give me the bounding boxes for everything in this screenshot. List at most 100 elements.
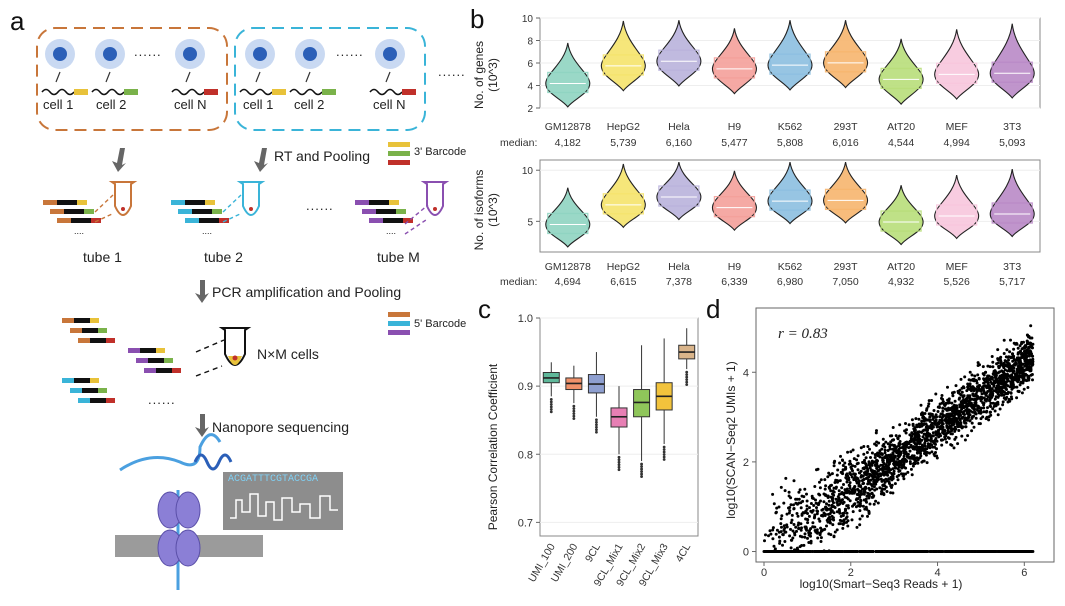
- category-label: HepG2: [607, 261, 640, 273]
- scatter-point: [963, 550, 967, 553]
- scatter-point: [795, 550, 799, 553]
- scatter-point: [968, 419, 972, 423]
- scatter-point: [936, 429, 940, 433]
- scatter-point: [868, 488, 872, 492]
- scatter-point: [905, 445, 908, 449]
- scatter-point: [984, 370, 987, 374]
- category-label: 4CL: [673, 541, 693, 564]
- scatter-point: [838, 511, 842, 515]
- scatter-point: [949, 443, 953, 447]
- scatter-point: [896, 467, 900, 471]
- scatter-point: [975, 381, 979, 385]
- scatter-point: [974, 393, 978, 397]
- scatter-point: [837, 499, 841, 503]
- outlier: [685, 370, 689, 374]
- scatter-point: [934, 550, 938, 553]
- scatter-point: [973, 374, 977, 378]
- scatter-point: [924, 434, 928, 438]
- violin-mef: [934, 174, 980, 240]
- outlier: [662, 445, 666, 449]
- scatter-point: [811, 521, 815, 525]
- scatter-point: [839, 454, 842, 458]
- scatter-point: [917, 457, 920, 461]
- median-value: 7,378: [666, 276, 692, 288]
- scatter-chart: 0 2 4 6 0 2 4: [743, 307, 1055, 579]
- scatter-point: [823, 514, 827, 517]
- scatter-point: [792, 503, 795, 507]
- violin-box: [769, 189, 811, 211]
- scatter-point: [791, 550, 795, 553]
- scatter-point: [912, 462, 915, 466]
- outlier: [662, 455, 666, 459]
- scatter-point: [876, 454, 880, 457]
- ellipsis: ......: [148, 392, 176, 407]
- scatter-point: [895, 445, 898, 449]
- scatter-point: [1023, 346, 1027, 350]
- scatter-point: [969, 378, 973, 382]
- scatter-point: [814, 550, 818, 553]
- scatter-point: [792, 523, 796, 526]
- scatter-point: [990, 387, 994, 391]
- scatter-point: [940, 416, 944, 420]
- x-tick-label: 2: [848, 567, 854, 579]
- scatter-point: [951, 405, 955, 409]
- outlier: [662, 448, 666, 451]
- scatter-point: [831, 523, 835, 527]
- scatter-point: [935, 456, 939, 460]
- scatter-point: [947, 422, 951, 425]
- scatter-point: [887, 453, 890, 457]
- scatter-point: [915, 435, 919, 439]
- scatter-point: [1026, 359, 1030, 363]
- scatter-point: [874, 471, 878, 475]
- scatter-point: [769, 532, 773, 536]
- scatter-point: [878, 486, 882, 490]
- scatter-point: [966, 416, 970, 420]
- outlier: [595, 418, 598, 422]
- scatter-point: [824, 484, 828, 488]
- scatter-point: [819, 540, 823, 543]
- scatter-point: [841, 501, 845, 505]
- scatter-point: [836, 468, 840, 472]
- scatter-point: [829, 489, 833, 493]
- scatter-point: [872, 502, 876, 506]
- scatter-point: [902, 477, 906, 481]
- scatter-point: [953, 399, 957, 403]
- scatter-point: [955, 550, 959, 553]
- scatter-point: [881, 468, 885, 472]
- scatter-point: [861, 461, 865, 464]
- scatter-point: [862, 467, 866, 471]
- outlier: [595, 425, 598, 429]
- scatter-point: [835, 501, 839, 504]
- scatter-point: [911, 464, 915, 468]
- scatter-point: [852, 478, 856, 482]
- scatter-point: [929, 436, 933, 440]
- scatter-point: [959, 393, 963, 397]
- scatter-point: [865, 472, 869, 476]
- scatter-point: [984, 410, 988, 414]
- scatter-point: [790, 518, 794, 522]
- scatter-point: [836, 480, 839, 484]
- scatter-point: [1003, 359, 1007, 363]
- scatter-point: [880, 473, 884, 476]
- scatter-point: [779, 485, 783, 489]
- scatter-point: [790, 513, 794, 517]
- scatter-point: [830, 503, 834, 507]
- scatter-point: [927, 399, 931, 403]
- scatter-point: [974, 387, 978, 391]
- scatter-point: [943, 428, 946, 432]
- scatter-point: [897, 473, 901, 477]
- scatter-point: [1001, 403, 1005, 407]
- scatter-point: [1012, 341, 1016, 345]
- ellipsis: ......: [336, 44, 364, 59]
- scatter-point: [920, 419, 924, 423]
- scatter-point: [843, 461, 847, 465]
- ellipsis: ......: [438, 64, 466, 79]
- scatter-point: [968, 398, 972, 402]
- scatter-point: [816, 502, 820, 506]
- scatter-point: [1012, 354, 1016, 358]
- scatter-point: [974, 401, 978, 405]
- scatter-point: [809, 502, 813, 505]
- scatter-point: [952, 390, 956, 394]
- scatter-point: [842, 493, 846, 497]
- scatter-point: [868, 472, 872, 476]
